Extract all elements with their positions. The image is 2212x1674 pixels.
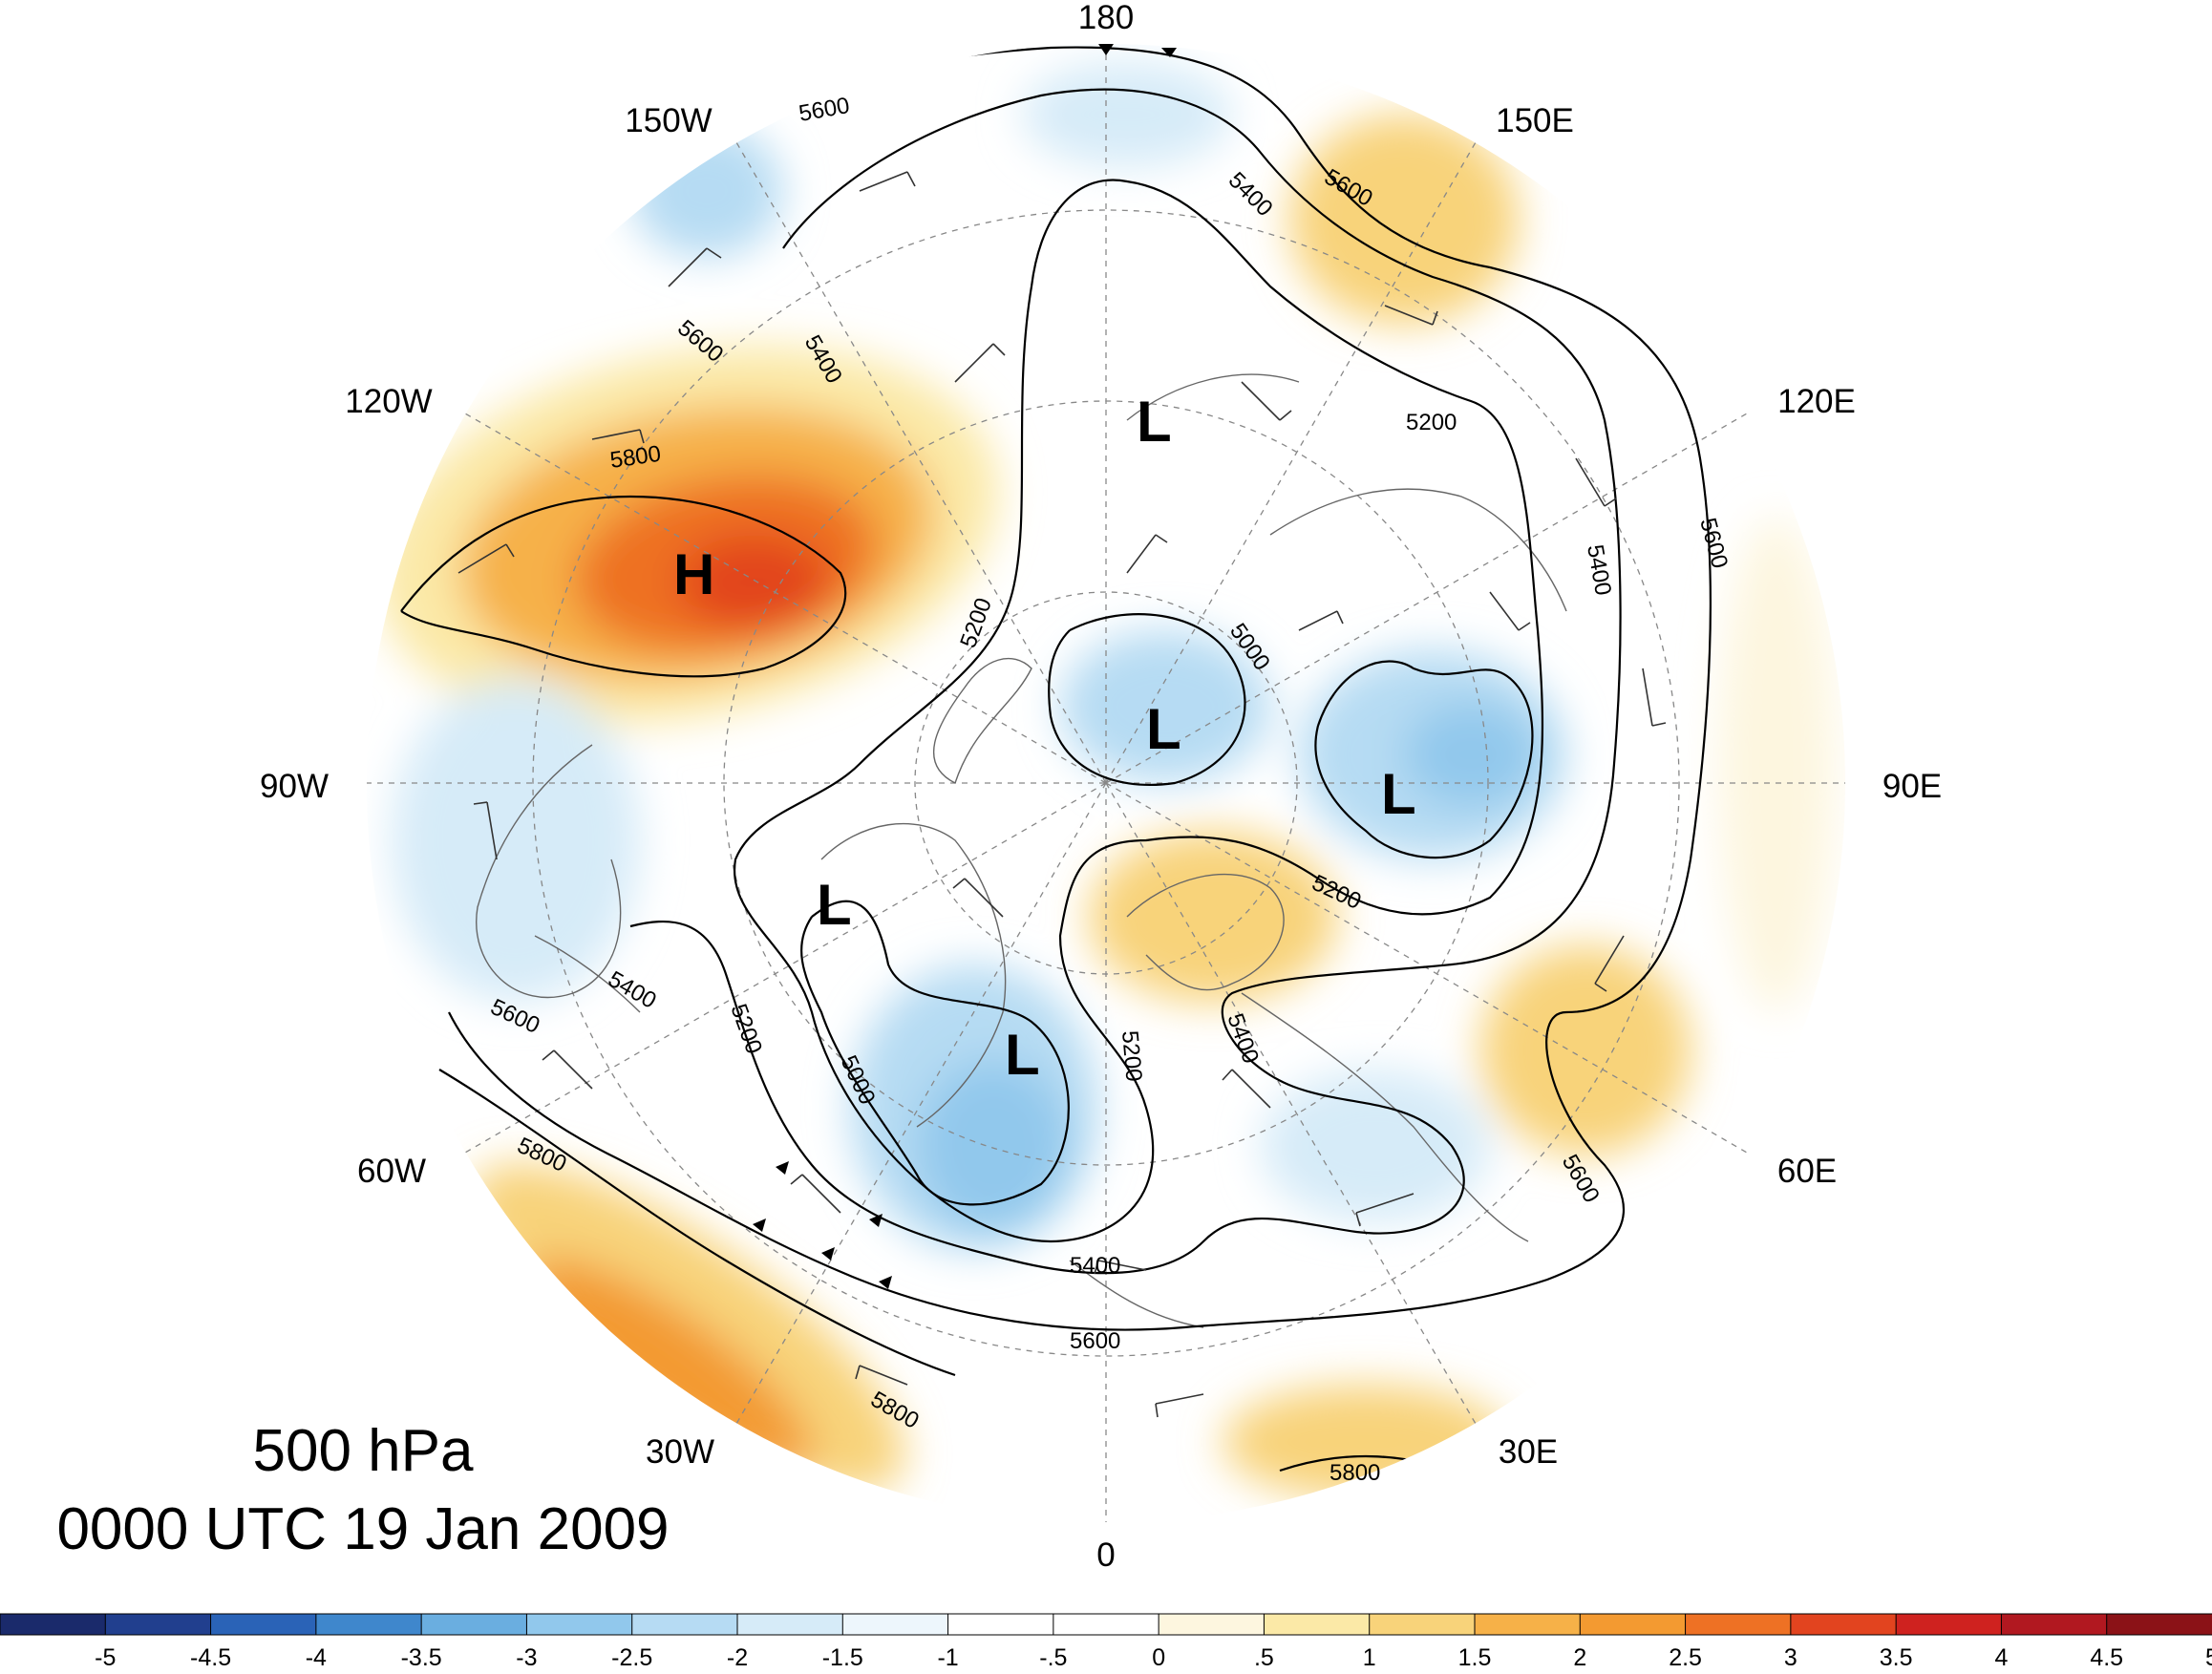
cold-anomaly-eurasia — [1261, 1070, 1490, 1222]
contour-5800-west — [400, 495, 847, 678]
colorbar: -5 -4.5 -4 -3.5 -3 -2.5 -2 -1.5 -1 -.5 0 .5 1 1.5 2 2.5… — [0, 1613, 2212, 1671]
colorbar-tick-label: 2.5 — [1669, 1644, 1702, 1671]
contour-label: 5800 — [1329, 1460, 1380, 1486]
low-pressure-marker: L — [1146, 697, 1181, 761]
colorbar-swatch — [631, 1613, 739, 1636]
contour-5000-pole — [1048, 613, 1246, 786]
lon-label-180: 180 — [1078, 0, 1134, 36]
colorbar-tick-label: -5 — [95, 1644, 116, 1671]
colorbar-swatch — [420, 1613, 528, 1636]
warm-anomaly-60e — [1480, 945, 1691, 1155]
cold-anomaly-siberia-core — [1404, 702, 1538, 807]
low-pressure-marker: L — [1005, 1023, 1040, 1087]
colorbar-swatch — [1369, 1613, 1476, 1636]
height-contours — [400, 46, 1712, 1473]
lon-label-90w: 90W — [260, 768, 329, 805]
contour-label: 5600 — [1070, 1328, 1120, 1354]
contour-label: 5400 — [1070, 1253, 1120, 1279]
colorbar-tick-label: 2 — [1573, 1644, 1586, 1671]
colorbar-tick-label: -4.5 — [190, 1644, 231, 1671]
coastlines — [476, 373, 1567, 1328]
colorbar-tick-label: -2 — [727, 1644, 748, 1671]
colorbar-swatch — [736, 1613, 844, 1636]
map-outline — [365, 42, 1847, 1524]
lon-label-0: 0 — [1096, 1536, 1115, 1574]
colorbar-swatch — [1263, 1613, 1371, 1636]
lon-label-90e: 90E — [1882, 768, 1942, 805]
low-pressure-marker: L — [1381, 762, 1416, 826]
lon-label-30e: 30E — [1499, 1433, 1558, 1471]
lon-label-60w: 60W — [357, 1153, 426, 1190]
valid-time-title: 0000 UTC 19 Jan 2009 — [56, 1496, 669, 1562]
low-pressure-marker: L — [1137, 390, 1172, 454]
colorbar-tick-label: 4.5 — [2090, 1644, 2123, 1671]
contour-5400 — [629, 88, 1622, 1275]
colorbar-tick-label: 5 — [2205, 1644, 2212, 1671]
lon-label-30w: 30W — [646, 1433, 714, 1471]
colorbar-swatch — [210, 1613, 317, 1636]
colorbar-swatch — [1158, 1613, 1266, 1636]
contour-5800-atlantic — [438, 1069, 956, 1377]
colorbar-swatch — [1579, 1613, 1687, 1636]
contour-5200-siberia — [1314, 660, 1534, 859]
colorbar-tick-label: 4 — [1994, 1644, 2008, 1671]
colorbar-tick-label: 0 — [1152, 1644, 1165, 1671]
high-pressure-marker: H — [673, 542, 714, 606]
pressure-level-title: 500 hPa — [253, 1418, 475, 1484]
colorbar-tick-label: -1.5 — [822, 1644, 863, 1671]
lon-label-120w: 120W — [345, 383, 432, 420]
colorbar-tick-label: 3.5 — [1880, 1644, 1913, 1671]
colorbar-tick-label: -4 — [306, 1644, 327, 1671]
colorbar-tick-label: -3 — [516, 1644, 537, 1671]
colorbar-swatch — [1685, 1613, 1792, 1636]
lon-label-120e: 120E — [1777, 383, 1856, 420]
low-pressure-marker: L — [817, 873, 852, 937]
warm-anomaly-atlantic-core — [524, 1258, 813, 1473]
lon-label-60e: 60E — [1777, 1153, 1837, 1190]
colorbar-tick-label: .5 — [1254, 1644, 1274, 1671]
lon-label-150e: 150E — [1496, 102, 1574, 139]
cold-anomaly-hudson — [392, 678, 640, 1003]
cold-anomaly-pole — [1060, 630, 1270, 783]
colorbar-swatch — [841, 1613, 949, 1636]
colorbar-tick-label: -1 — [937, 1644, 958, 1671]
warm-anomaly-east-edge — [1719, 516, 1834, 1012]
contour-5000-baffin — [800, 900, 1070, 1206]
front-markers — [753, 44, 1177, 1289]
cold-anomaly-150w — [630, 124, 783, 258]
colorbar-swatch — [1053, 1613, 1160, 1636]
contour-5200-main — [733, 179, 1544, 1243]
colorbar-swatch — [315, 1613, 423, 1636]
colorbar-swatch — [0, 1613, 107, 1636]
colorbar-swatch — [1895, 1613, 2003, 1636]
colorbar-swatch — [947, 1613, 1054, 1636]
cold-anomaly-baffin-core — [917, 1060, 1070, 1232]
colorbar-tick-label: 3 — [1784, 1644, 1797, 1671]
colorbar-swatch — [2106, 1613, 2212, 1636]
colorbar-tick-label: 1.5 — [1458, 1644, 1492, 1671]
colorbar-swatch — [2000, 1613, 2108, 1636]
colorbar-swatch — [1790, 1613, 1898, 1636]
wind-barbs — [457, 171, 1667, 1418]
colorbar-tick-label: -2.5 — [611, 1644, 652, 1671]
colorbar-tick-label: 1 — [1363, 1644, 1376, 1671]
contour-label: 5200 — [1117, 1029, 1147, 1083]
colorbar-swatch — [525, 1613, 633, 1636]
cold-anomaly-180 — [1022, 62, 1232, 167]
colorbar-tick-label: -3.5 — [401, 1644, 442, 1671]
pressure-systems: H L L L L L — [673, 390, 1416, 1087]
colorbar-tick-label: -.5 — [1039, 1644, 1067, 1671]
lon-label-150w: 150W — [625, 102, 712, 139]
contour-5600 — [448, 46, 1712, 1331]
colorbar-swatch — [104, 1613, 212, 1636]
colorbar-swatch — [1474, 1613, 1582, 1636]
contour-label: 5200 — [1406, 410, 1457, 435]
longitude-labels: 180 150W 150E 120W 120E 90W 90E 60W 60E … — [260, 0, 1942, 1574]
